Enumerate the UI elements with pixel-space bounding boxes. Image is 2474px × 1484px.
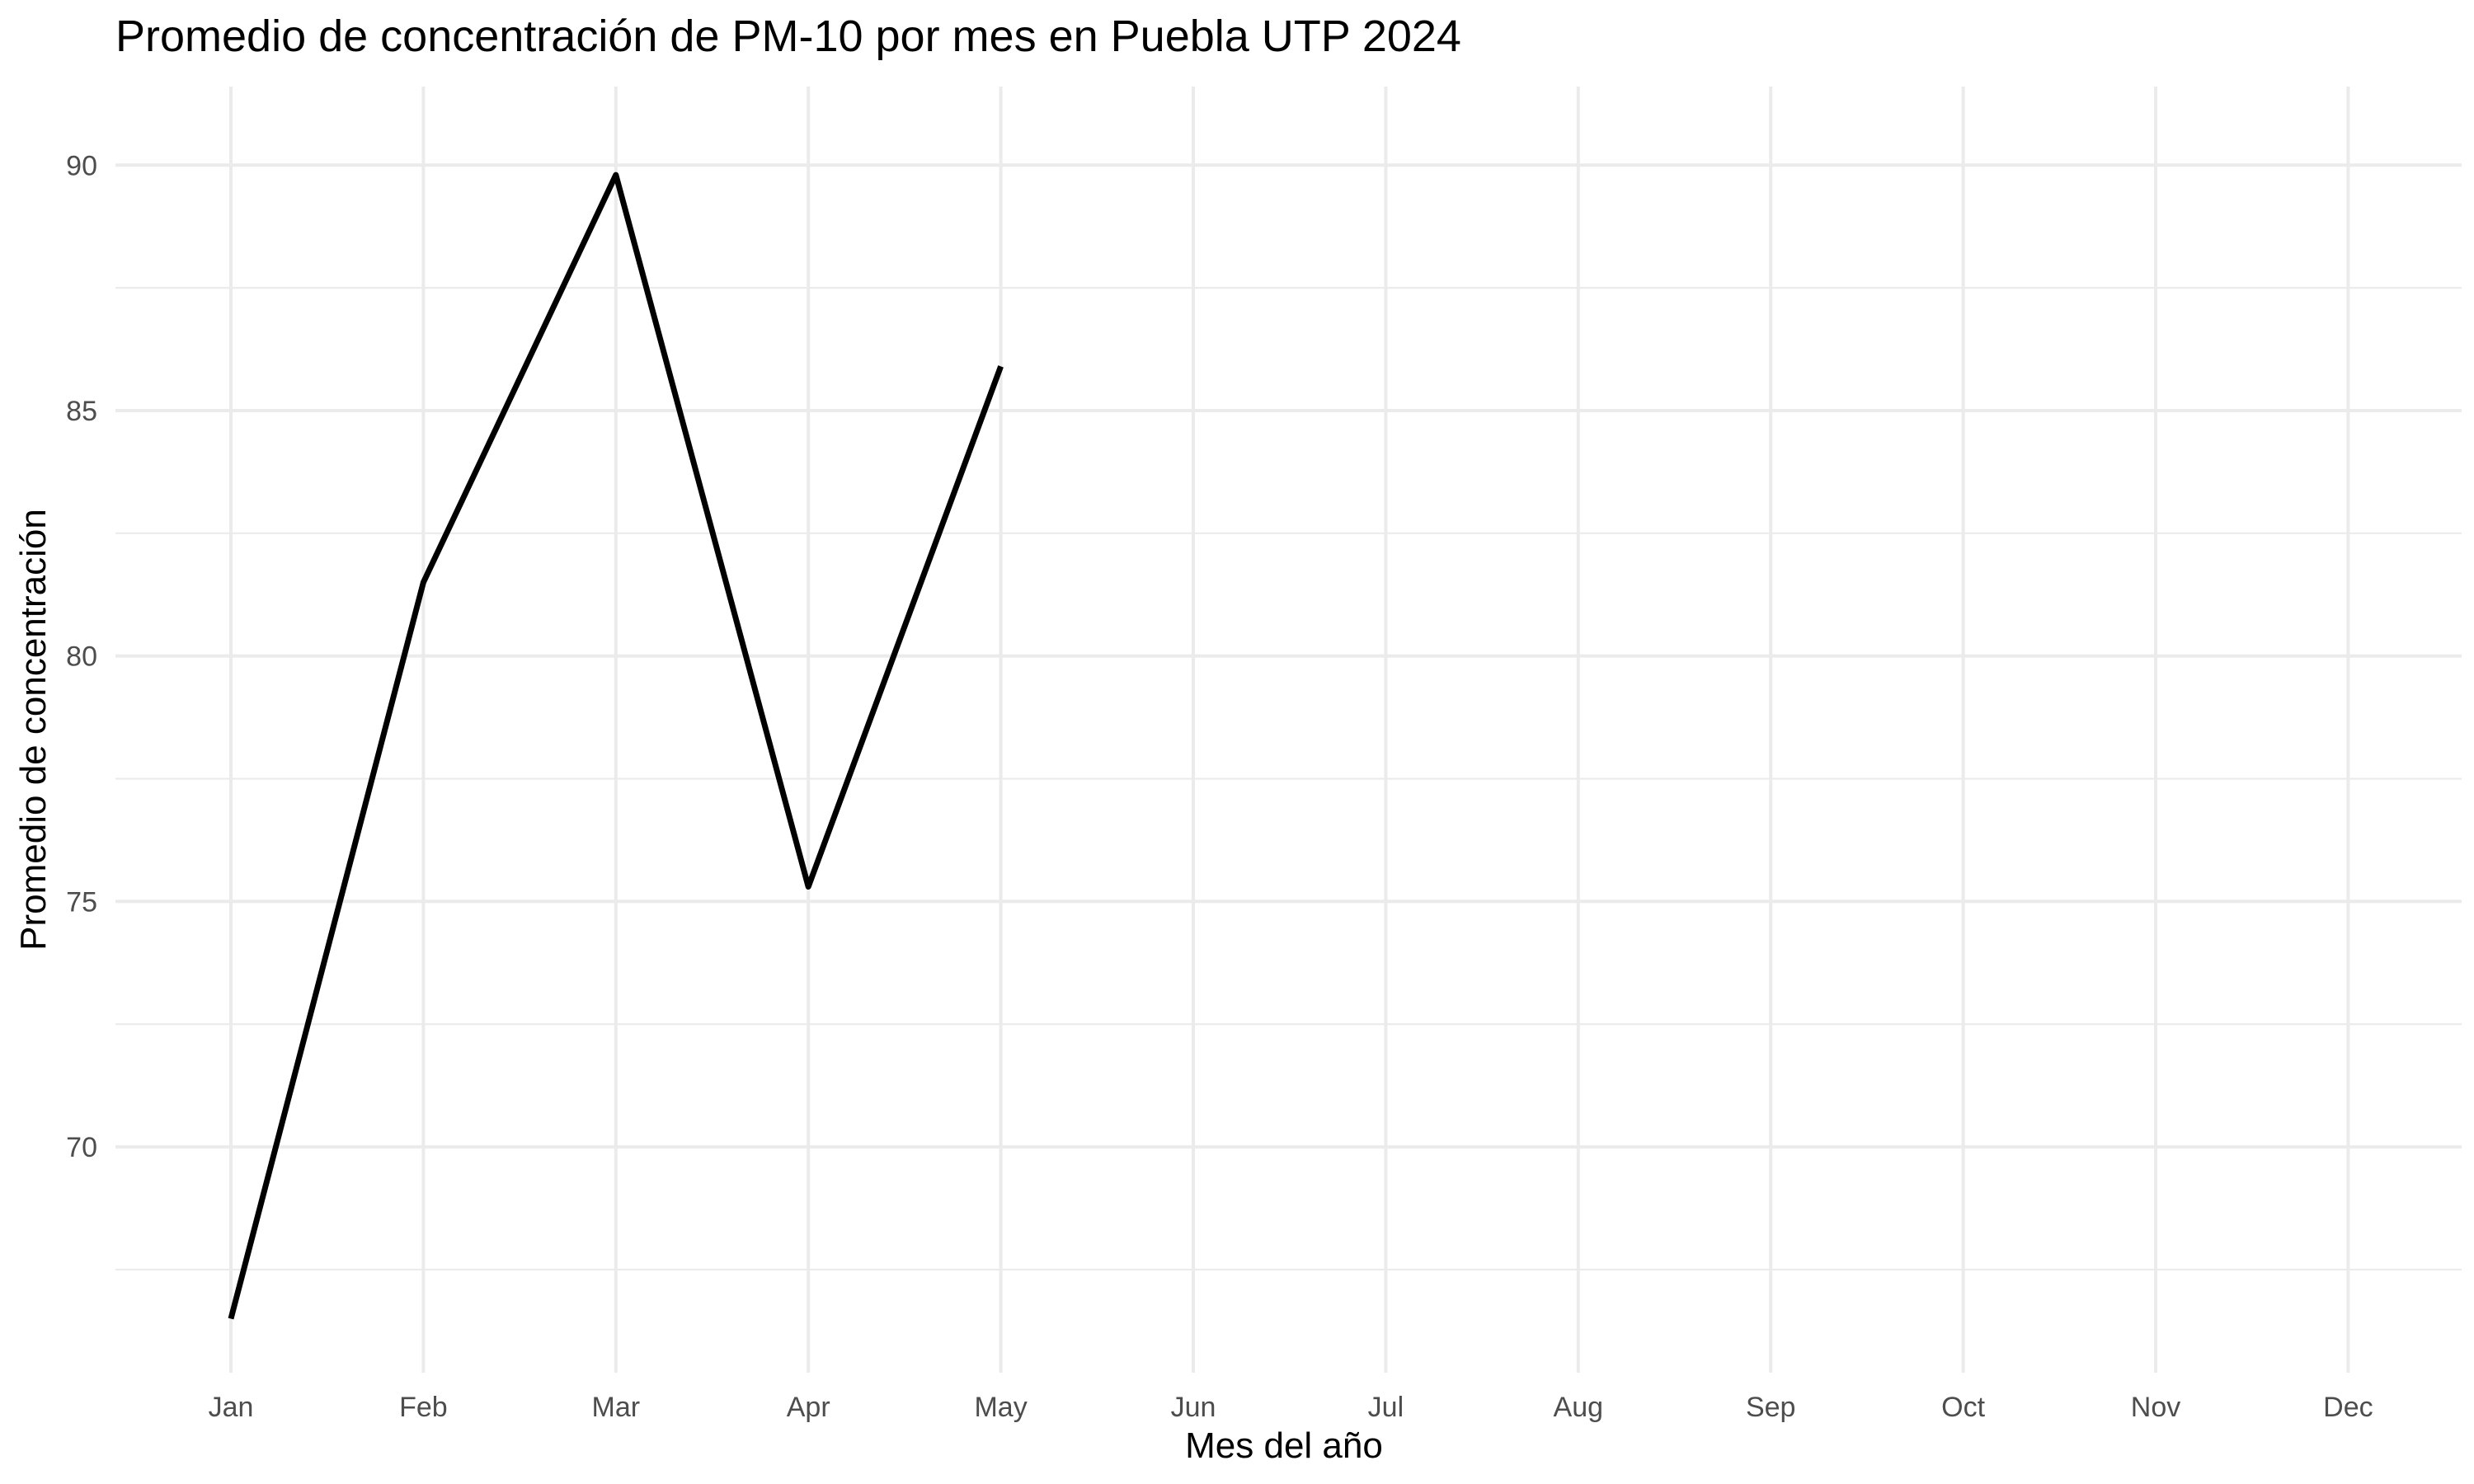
chart-title: Promedio de concentración de PM-10 por m… bbox=[115, 12, 1461, 61]
y-tick-label: 70 bbox=[66, 1132, 97, 1163]
y-tick-label: 80 bbox=[66, 641, 97, 673]
x-tick-label: Aug bbox=[1554, 1392, 1604, 1423]
x-tick-label: Jul bbox=[1368, 1392, 1404, 1423]
x-axis-title: Mes del año bbox=[1185, 1425, 1383, 1466]
x-tick-label: Oct bbox=[1941, 1392, 1985, 1423]
y-tick-label: 85 bbox=[66, 396, 97, 427]
x-tick-label: Jan bbox=[209, 1392, 254, 1423]
x-tick-label: May bbox=[974, 1392, 1027, 1423]
x-tick-label: Nov bbox=[2131, 1392, 2180, 1423]
x-tick-label: Mar bbox=[592, 1392, 641, 1423]
x-tick-label: Jun bbox=[1171, 1392, 1216, 1423]
x-tick-label: Sep bbox=[1746, 1392, 1796, 1423]
x-tick-label: Apr bbox=[787, 1392, 830, 1423]
x-tick-label: Dec bbox=[2323, 1392, 2373, 1423]
y-tick-label: 90 bbox=[66, 150, 97, 181]
gridlines bbox=[115, 87, 2462, 1373]
x-axis-tick-labels: Jan Feb Mar Apr May Jun Jul Aug Sep Oct Nov Dec bbox=[209, 1392, 2373, 1423]
y-axis-tick-labels: 70 75 80 85 90 bbox=[66, 150, 97, 1163]
y-axis-title: Promedio de concentración bbox=[13, 509, 54, 951]
x-tick-label: Feb bbox=[399, 1392, 448, 1423]
series-layer bbox=[228, 171, 1004, 1320]
series-line bbox=[228, 171, 1004, 1320]
y-tick-label: 75 bbox=[66, 886, 97, 918]
